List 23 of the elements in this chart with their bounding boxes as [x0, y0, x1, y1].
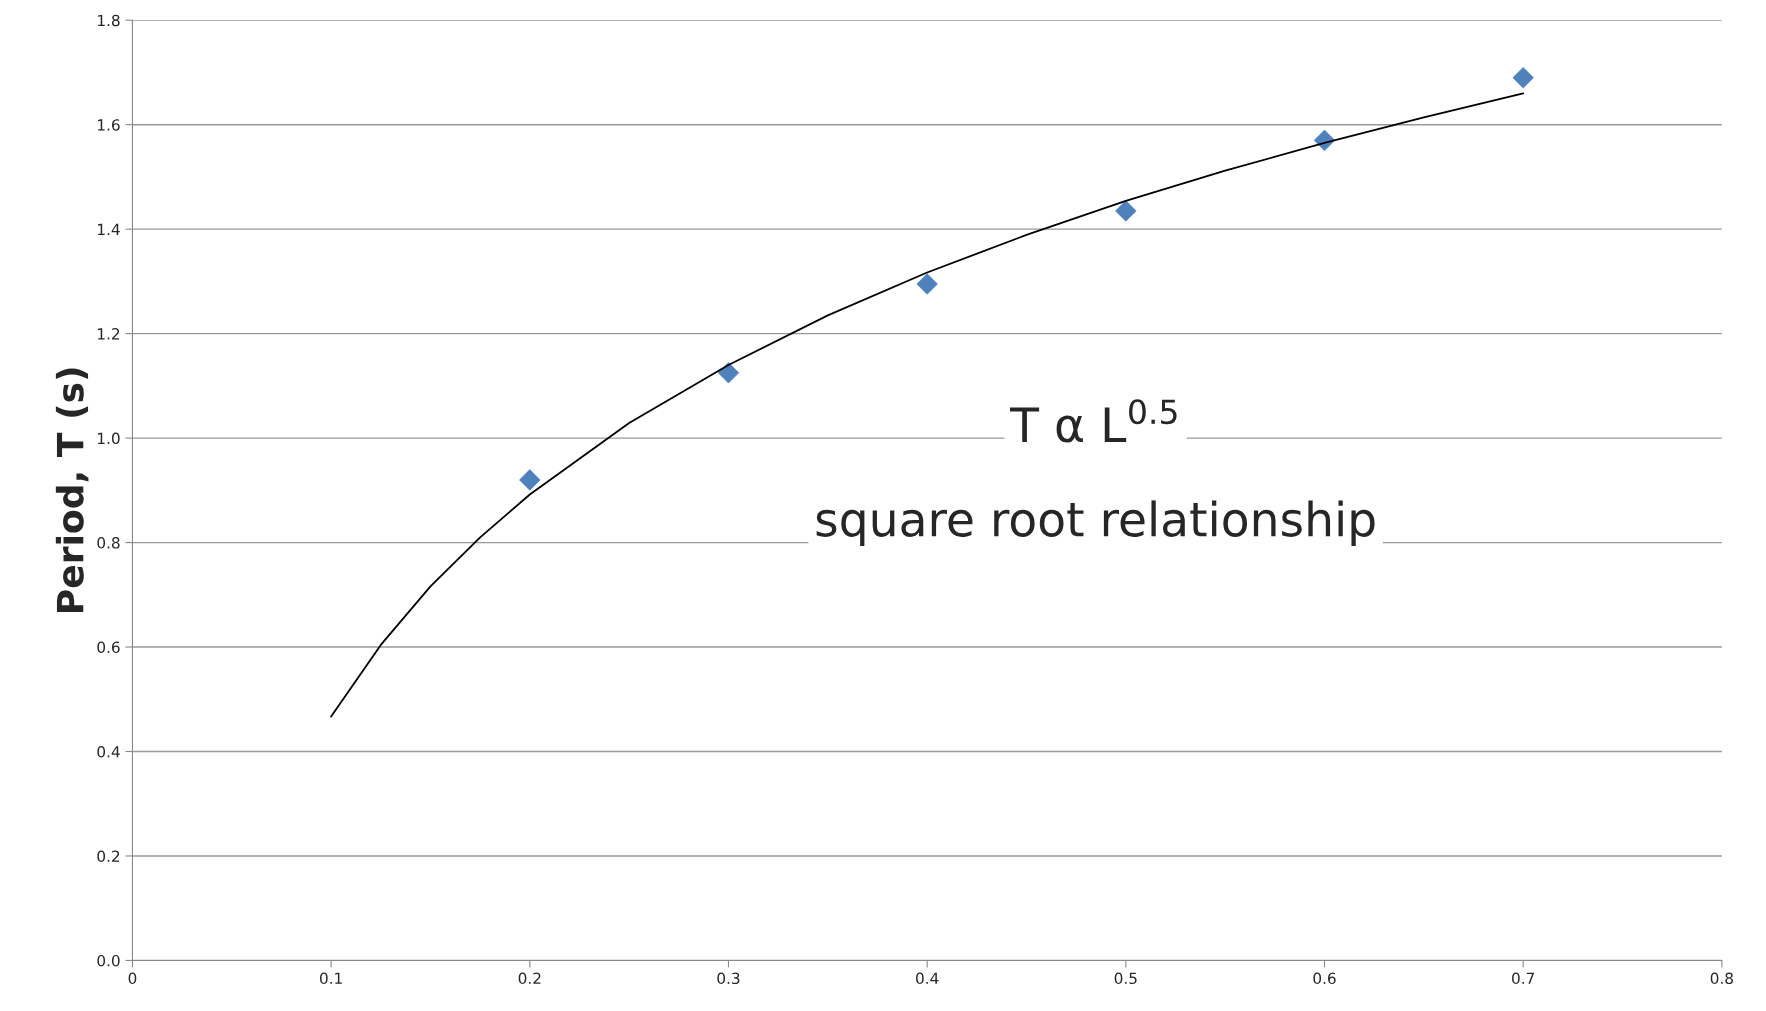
x-tick-label: 0.8: [1710, 972, 1733, 985]
x-tick-label: 0.5: [1114, 972, 1137, 985]
x-tick-label: 0.4: [916, 972, 939, 985]
y-tick-label: 1.2: [98, 328, 120, 340]
y-tick-label: 0.4: [97, 745, 120, 758]
y-tick-label: 0.0: [97, 954, 120, 967]
x-tick-label: 0.2: [518, 972, 541, 985]
annotation: square root relationship: [816, 500, 1375, 547]
y-tick-label: 1.0: [98, 432, 120, 445]
y-tick-label: 0.6: [97, 641, 120, 654]
y-axis-title: Period, T (s): [55, 368, 89, 612]
x-tick-label: 0.6: [1313, 972, 1336, 985]
y-tick-label: 1.6: [98, 119, 120, 131]
y-tick-label: 0.8: [97, 537, 120, 549]
x-tick-label: 0: [128, 972, 137, 985]
line-series: [330, 92, 1525, 718]
x-tick-label: 0.3: [717, 972, 740, 985]
y-tick-label: 1.4: [98, 223, 120, 235]
x-tick-label: 0.7: [1512, 972, 1535, 985]
y-tick-label: 0.2: [97, 850, 120, 862]
y-tick-label: 1.8: [98, 14, 120, 27]
annotation: T α L$^{0.5}$: [1010, 399, 1177, 443]
x-tick-label: 0.1: [319, 972, 342, 985]
